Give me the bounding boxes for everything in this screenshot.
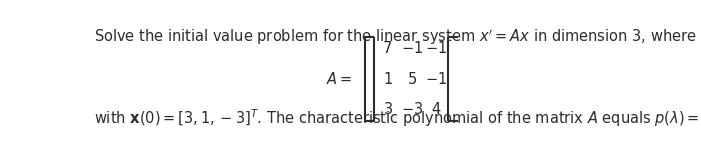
Text: $-3$: $-3$ [402, 101, 423, 117]
Text: $A =$: $A =$ [327, 71, 353, 87]
Text: $-1$: $-1$ [402, 40, 423, 56]
Text: $5$: $5$ [407, 71, 418, 87]
Text: Solve the initial value problem for the linear system $\mathit{x}' = A\mathit{x}: Solve the initial value problem for the … [94, 27, 697, 47]
Text: $-1$: $-1$ [426, 71, 447, 87]
Text: with $\mathbf{x}(0) = [3, 1, -3]^T$. The characteristic polynomial of the matrix: with $\mathbf{x}(0) = [3, 1, -3]^T$. The… [94, 107, 701, 129]
Text: $3$: $3$ [383, 101, 393, 117]
Text: $1$: $1$ [383, 71, 393, 87]
Text: $7$: $7$ [383, 40, 393, 56]
Text: $-1$: $-1$ [426, 40, 447, 56]
Text: $4$: $4$ [431, 101, 442, 117]
